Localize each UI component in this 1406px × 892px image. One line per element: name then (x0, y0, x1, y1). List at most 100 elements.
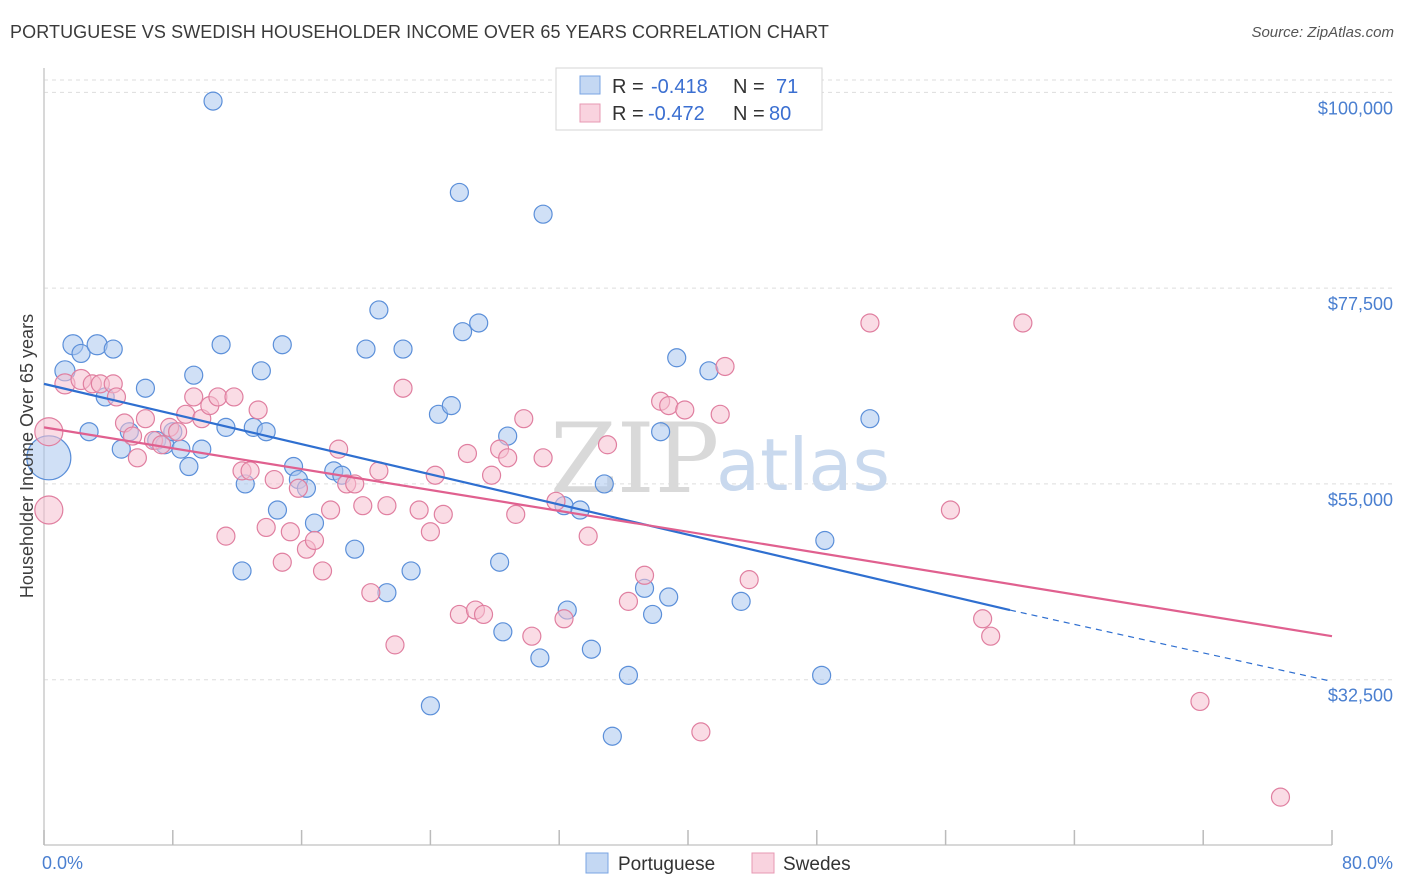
y-tick-labels: $32,500 $55,000 $77,500 $100,000 (1318, 98, 1393, 705)
correlation-legend: R = -0.418 N = 71 R = -0.472 N = 80 (555, 67, 823, 131)
swedes-point (176, 404, 196, 424)
swedes-point (554, 609, 574, 629)
swedes-point (168, 422, 188, 442)
swedes-point (34, 417, 64, 447)
swedes-point (522, 626, 542, 646)
y-tick-label: $100,000 (1318, 98, 1393, 118)
swedes-point (739, 570, 759, 590)
swedes-point (216, 526, 236, 546)
swedes-point (377, 496, 397, 516)
swedes-point (715, 356, 735, 377)
watermark-zip: ZIP (550, 403, 719, 515)
legend-r-value-blue: -0.418 (651, 76, 708, 98)
portuguese-point (469, 313, 489, 333)
portuguese-point (135, 378, 156, 398)
portuguese-point (581, 639, 602, 659)
watermark: ZIP atlas (550, 403, 890, 515)
portuguese-point (642, 604, 663, 625)
source-label: Source: ZipAtlas.com (1251, 24, 1394, 41)
watermark-atlas: atlas (716, 423, 890, 507)
swedes-point (224, 387, 244, 407)
swedes-point (1190, 691, 1210, 712)
portuguese-point (667, 348, 687, 368)
swedes-points (34, 313, 1291, 807)
trend-lines (43, 382, 1333, 683)
chart-title: PORTUGUESE VS SWEDISH HOUSEHOLDER INCOME… (10, 22, 830, 42)
swedes-point (409, 500, 429, 520)
swedes-point (710, 404, 730, 424)
swedes-point (449, 604, 469, 625)
swedes-point (256, 517, 276, 538)
portuguese-point (420, 696, 440, 716)
portuguese-point (815, 530, 835, 551)
portuguese-point (651, 422, 671, 442)
legend-label-portuguese: Portuguese (618, 854, 715, 875)
swedes-point (1270, 787, 1291, 807)
swedes-trend-line (43, 426, 1333, 638)
portuguese-point (490, 552, 510, 572)
portuguese-point (184, 365, 204, 385)
portuguese-point (71, 343, 91, 364)
portuguese-point (659, 587, 679, 607)
legend-label-swedes: Swedes (783, 854, 851, 875)
portuguese-point (533, 204, 553, 224)
swedes-point (361, 583, 381, 603)
y-tick-label: $32,500 (1328, 686, 1393, 706)
portuguese-point (304, 513, 325, 533)
swedes-point (208, 387, 228, 407)
swedes-point (1013, 313, 1033, 333)
portuguese-point (602, 726, 622, 746)
portuguese-point (79, 422, 99, 442)
swedes-point (481, 465, 502, 485)
legend-swatch-pink (579, 103, 601, 123)
portuguese-point (449, 182, 469, 203)
swedes-point (457, 443, 478, 464)
swedes-point (860, 313, 880, 333)
legend-r-label-pink: R = (612, 103, 644, 125)
swedes-point (514, 409, 534, 429)
swedes-point (420, 522, 440, 542)
portuguese-trend-line (43, 382, 1011, 612)
swedes-point (597, 435, 618, 455)
swedes-point (506, 504, 526, 524)
swedes-point (288, 478, 308, 498)
portuguese-point (731, 591, 751, 611)
swedes-point (618, 591, 639, 611)
legend-n-label-pink: N = (733, 103, 765, 125)
swedes-point (634, 565, 655, 585)
legend-r-value-pink: -0.472 (648, 103, 705, 125)
swedes-point (578, 526, 598, 546)
portuguese-point (267, 500, 288, 520)
legend-n-value-pink: 80 (769, 103, 791, 125)
swedes-point (675, 400, 695, 420)
swedes-point (320, 500, 341, 520)
portuguese-point (179, 456, 199, 477)
portuguese-point (345, 539, 365, 559)
portuguese-point (377, 583, 397, 603)
swedes-point (34, 495, 64, 525)
portuguese-point (192, 439, 212, 459)
swedes-point (533, 448, 553, 468)
y-tick-label: $77,500 (1328, 294, 1393, 314)
portuguese-point (232, 561, 252, 581)
swedes-point (135, 409, 156, 429)
swedes-point (940, 500, 961, 520)
swedes-point (473, 604, 494, 625)
swedes-point (498, 448, 518, 468)
portuguese-point (356, 339, 376, 359)
portuguese-point (272, 335, 292, 355)
legend-n-label-blue: N = (733, 76, 765, 98)
swedes-point (240, 461, 260, 481)
portuguese-point (251, 361, 271, 381)
portuguese-point (393, 339, 413, 359)
swedes-point (127, 448, 147, 468)
portuguese-trend-extension (1009, 609, 1333, 683)
x-tick-label-max: 80.0% (1342, 853, 1393, 873)
portuguese-point (203, 91, 223, 111)
swedes-point (304, 530, 325, 551)
swedes-point (393, 378, 413, 398)
legend-n-value-blue: 71 (776, 76, 798, 98)
x-tick-marks (43, 830, 1333, 845)
portuguese-point (699, 361, 719, 381)
